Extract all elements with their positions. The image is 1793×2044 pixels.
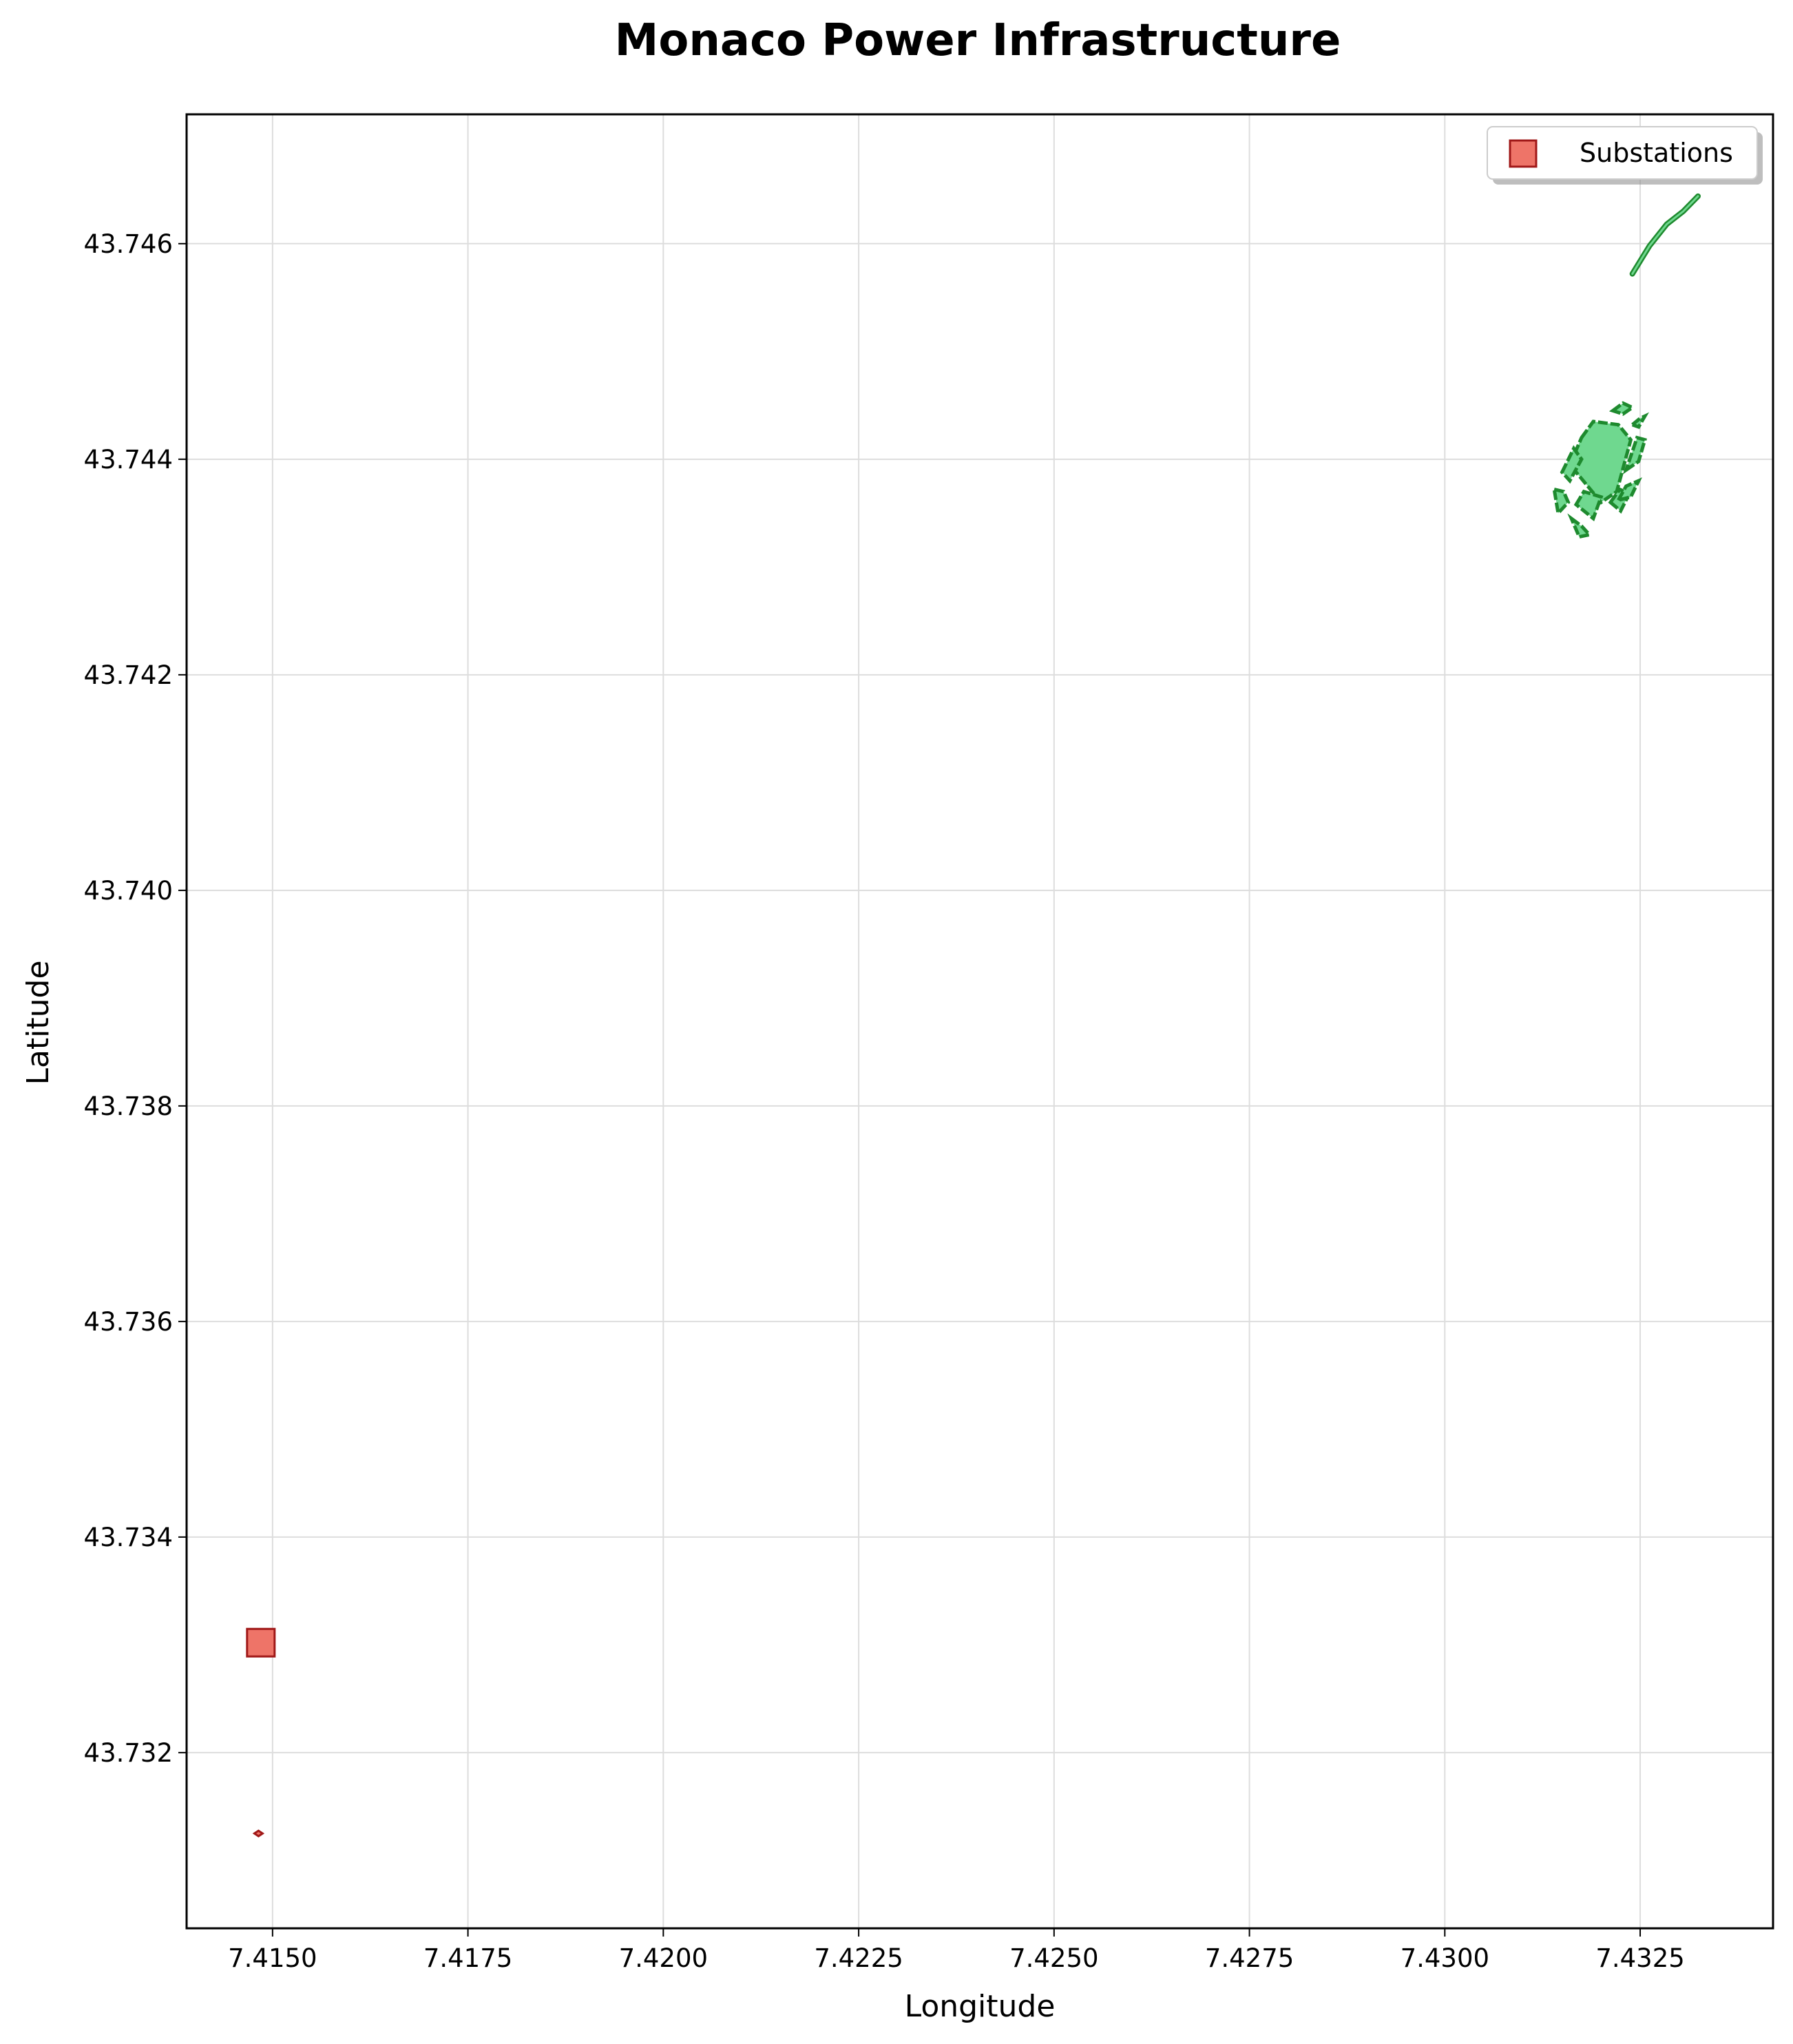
- x-tick-label: 7.4300: [1401, 1943, 1489, 1973]
- x-tick-label: 7.4225: [814, 1943, 903, 1973]
- power-plant-polygon: [1560, 445, 1584, 484]
- power-line: [1631, 195, 1699, 275]
- y-tick-label: 43.742: [84, 660, 173, 690]
- substation-marker: [252, 1829, 265, 1838]
- power-plant-polygon: [1615, 477, 1642, 503]
- chart-title: Monaco Power Infrastructure: [615, 15, 1341, 66]
- x-tick-label: 7.4325: [1595, 1943, 1684, 1973]
- legend-substation-marker: [1509, 139, 1538, 168]
- axis-ticks: 7.4150 7.4175 7.4200 7.4225 7.4250 7.4275 7.43…: [84, 229, 1685, 1973]
- power-plant-polygon: [1608, 401, 1636, 416]
- legend-entry-substations: Substations: [1580, 138, 1733, 168]
- map-data-layer: [246, 193, 1701, 1838]
- x-tick-label: 7.4200: [619, 1943, 708, 1973]
- power-plant-polygon: [1628, 412, 1649, 429]
- power-plant-polygon: [1567, 513, 1593, 539]
- power-plant-polygon: [1552, 487, 1571, 517]
- legend: Substations: [1487, 126, 1763, 185]
- x-tick-label: 7.4250: [1009, 1943, 1098, 1973]
- power-plant-polygon: [1573, 489, 1604, 522]
- y-tick-label: 43.734: [84, 1523, 173, 1552]
- y-tick-label: 43.738: [84, 1092, 173, 1121]
- power-plant-polygon: [1622, 435, 1648, 474]
- x-axis-label: Longitude: [905, 1989, 1056, 2024]
- x-tick-label: 7.4175: [423, 1943, 512, 1973]
- plot-frame: [185, 113, 1774, 1930]
- legend-box: [1487, 126, 1758, 180]
- x-tick-label: 7.4150: [228, 1943, 317, 1973]
- y-tick-label: 43.732: [84, 1738, 173, 1768]
- y-tick-label: 43.746: [84, 229, 173, 259]
- power-line-outline: [1629, 193, 1701, 277]
- y-tick-label: 43.744: [84, 445, 173, 474]
- y-tick-label: 43.740: [84, 876, 173, 906]
- y-axis-label: Latitude: [21, 960, 56, 1085]
- grid: [187, 114, 1773, 1928]
- substation-marker: [246, 1627, 276, 1658]
- y-tick-label: 43.736: [84, 1307, 173, 1337]
- x-tick-label: 7.4275: [1205, 1943, 1294, 1973]
